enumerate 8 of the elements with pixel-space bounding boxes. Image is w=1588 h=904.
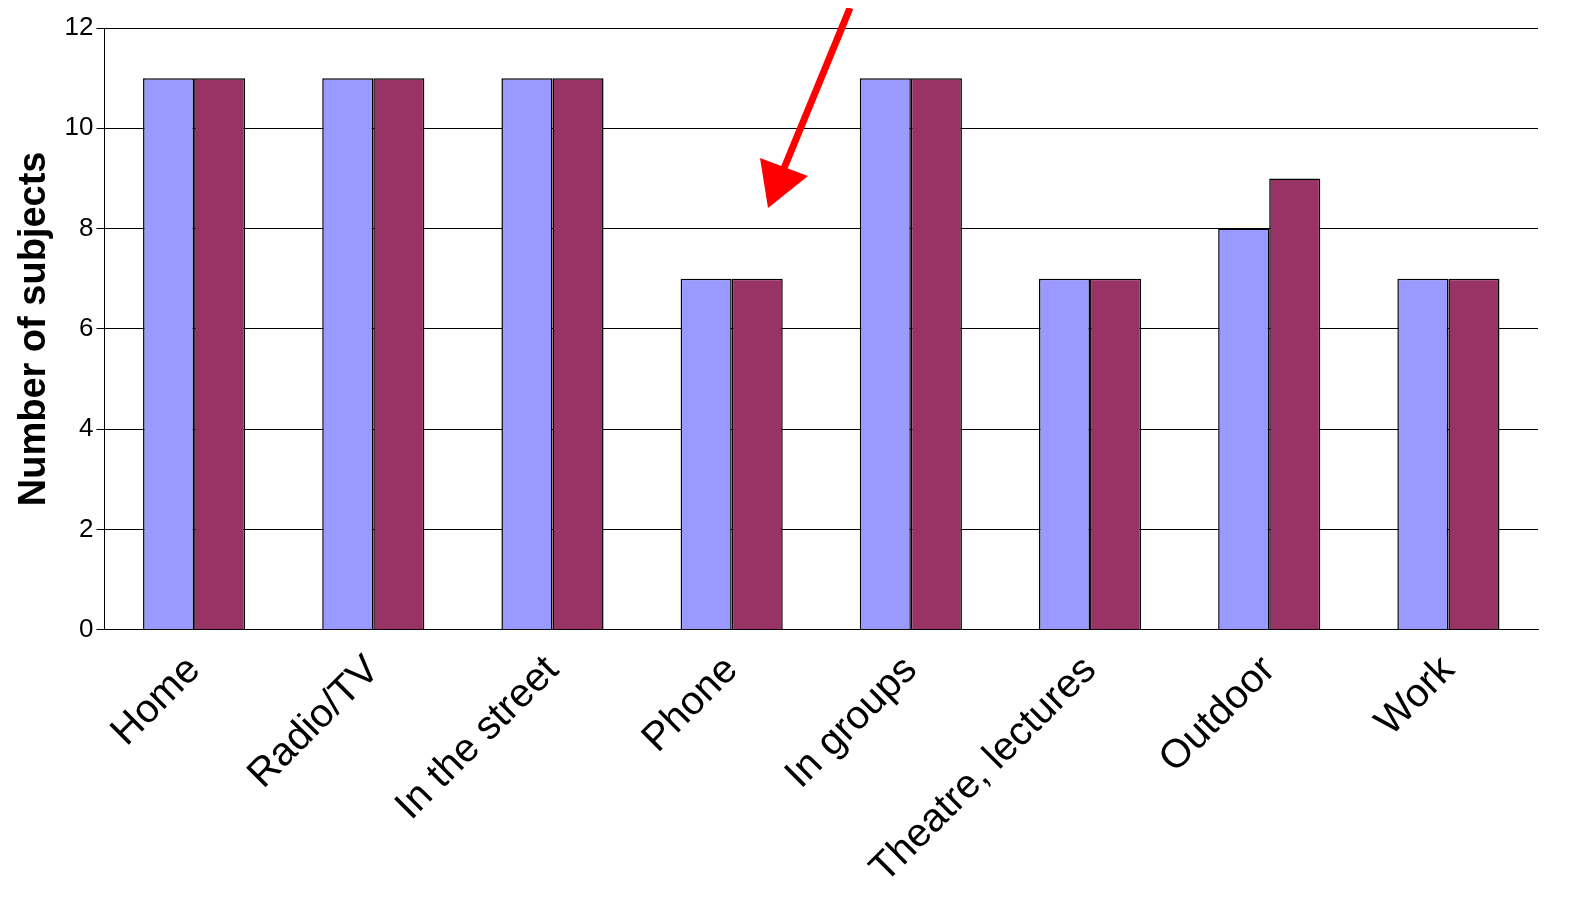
y-tick-label: 8 (79, 211, 94, 242)
y-tick-label: 6 (79, 312, 94, 343)
y-tick-label: 2 (79, 512, 94, 543)
y-tick-label: 4 (79, 412, 94, 443)
y-tick-label: 0 (79, 613, 94, 643)
y-tick-label: 10 (64, 111, 94, 142)
y-tick-label: 12 (64, 11, 94, 42)
y-axis-title: Number of subjects (11, 151, 54, 507)
